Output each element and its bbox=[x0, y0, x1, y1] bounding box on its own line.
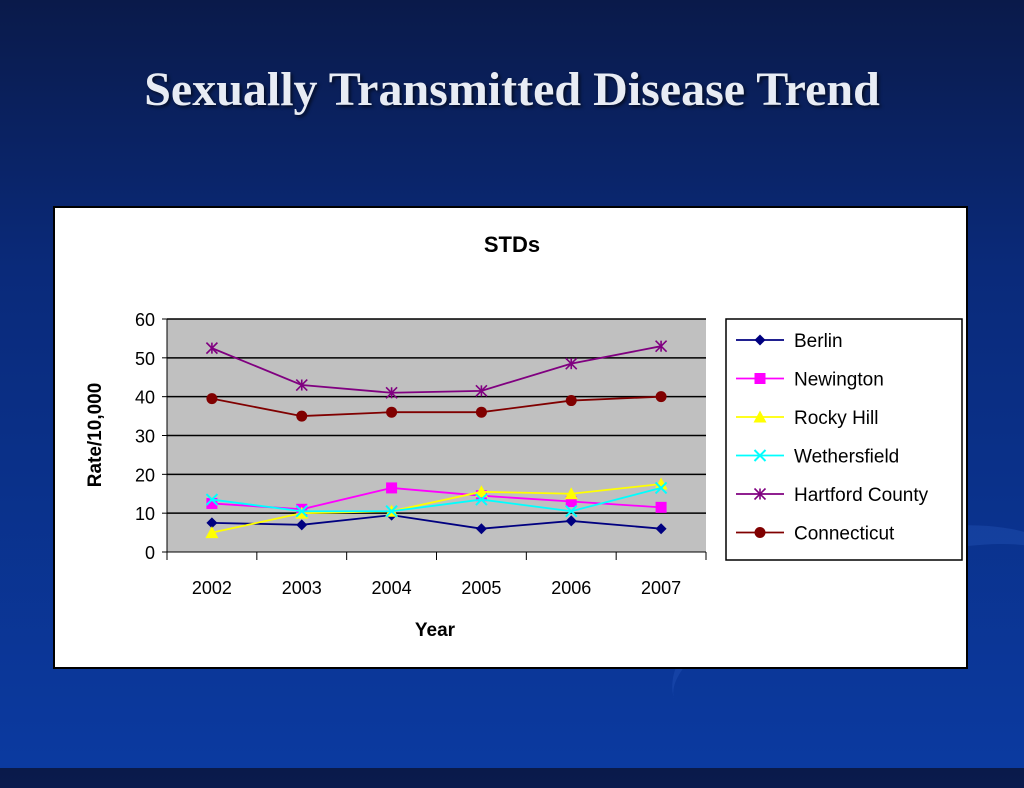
y-tick-label: 0 bbox=[145, 543, 155, 563]
legend-marker bbox=[754, 334, 766, 346]
series-line-wethersfield bbox=[211, 487, 662, 513]
data-point-rocky-hill bbox=[205, 526, 219, 539]
data-point-berlin bbox=[296, 519, 308, 531]
legend: Berlin Newington Rocky Hill Wethersfield Har… bbox=[725, 318, 963, 561]
y-tick-label: 20 bbox=[135, 465, 155, 485]
legend-item-rocky-hill: Rocky Hill bbox=[736, 408, 878, 429]
x-tick-label: 2005 bbox=[461, 578, 501, 598]
legend-marker bbox=[753, 449, 767, 462]
data-point-berlin bbox=[655, 523, 667, 535]
data-point-berlin bbox=[475, 523, 487, 535]
data-point-connecticut bbox=[475, 406, 487, 418]
data-point-hartford-county bbox=[655, 340, 668, 353]
data-point-connecticut bbox=[206, 393, 218, 405]
slide-title: Sexually Transmitted Disease Trend bbox=[144, 63, 880, 116]
legend-box bbox=[725, 318, 963, 561]
data-point-connecticut bbox=[386, 406, 398, 418]
data-point-berlin bbox=[565, 515, 577, 527]
chart-title: STDs bbox=[484, 232, 540, 257]
legend-label: Connecticut bbox=[794, 524, 895, 545]
data-point-wethersfield bbox=[385, 505, 398, 518]
series-line-newington bbox=[211, 487, 662, 511]
legend-marker bbox=[754, 527, 766, 538]
x-tick-label: 2006 bbox=[551, 578, 591, 598]
data-point-newington bbox=[565, 496, 577, 508]
data-point-connecticut bbox=[565, 395, 577, 407]
data-point-connecticut bbox=[296, 410, 308, 422]
y-tick-label: 10 bbox=[135, 504, 155, 524]
series-line-rocky-hill bbox=[211, 483, 662, 534]
y-axis-label: Rate/10,000 bbox=[85, 383, 106, 488]
x-tick-label: 2007 bbox=[641, 578, 681, 598]
data-point-hartford-county bbox=[475, 384, 488, 397]
data-point-wethersfield bbox=[475, 493, 488, 506]
series-berlin bbox=[206, 509, 667, 535]
data-point-newington bbox=[386, 482, 398, 494]
x-tick-label: 2002 bbox=[192, 578, 232, 598]
data-point-berlin bbox=[206, 517, 218, 529]
x-tick-label: 2004 bbox=[372, 578, 412, 598]
legend-item-berlin: Berlin bbox=[736, 331, 843, 352]
legend-item-hartford-county: Hartford County bbox=[736, 485, 929, 506]
data-point-wethersfield bbox=[565, 505, 578, 518]
std-line-chart: STDs 0 10 20 30 40 50 60 2002 2003 2004 2005 2006 20… bbox=[85, 232, 963, 641]
legend-marker bbox=[754, 373, 766, 384]
series-line-berlin bbox=[211, 514, 662, 530]
series-line-connecticut bbox=[211, 395, 662, 417]
legend-label: Wethersfield bbox=[794, 447, 899, 468]
y-tick-label: 30 bbox=[135, 427, 155, 447]
legend-label: Rocky Hill bbox=[794, 408, 878, 429]
data-point-hartford-county bbox=[205, 342, 218, 355]
series-line-hartford-county bbox=[211, 345, 662, 394]
legend-label: Berlin bbox=[794, 331, 843, 352]
data-point-rocky-hill bbox=[654, 477, 668, 490]
y-tick-label: 50 bbox=[135, 349, 155, 369]
data-point-wethersfield bbox=[295, 505, 308, 518]
data-point-connecticut bbox=[655, 391, 667, 403]
data-point-wethersfield bbox=[205, 493, 219, 506]
legend-item-connecticut: Connecticut bbox=[736, 524, 895, 545]
y-tick-label: 60 bbox=[135, 310, 155, 330]
legend-label: Newington bbox=[794, 370, 884, 391]
legend-marker bbox=[753, 410, 767, 423]
data-point-hartford-county bbox=[565, 357, 578, 370]
data-point-newington bbox=[655, 501, 667, 513]
legend-item-newington: Newington bbox=[736, 370, 884, 391]
series-connecticut bbox=[206, 391, 667, 422]
data-point-newington bbox=[206, 497, 218, 509]
data-point-wethersfield bbox=[654, 481, 668, 495]
data-point-hartford-county bbox=[295, 378, 308, 392]
legend-label: Hartford County bbox=[794, 485, 929, 506]
series-wethersfield bbox=[205, 481, 668, 518]
series-hartford-county bbox=[205, 340, 668, 399]
x-axis-label: Year bbox=[415, 620, 456, 641]
data-point-rocky-hill bbox=[474, 485, 488, 498]
y-tick-label: 40 bbox=[135, 388, 155, 408]
legend-item-wethersfield: Wethersfield bbox=[736, 447, 899, 468]
data-point-hartford-county bbox=[385, 386, 398, 399]
legend-marker bbox=[753, 487, 767, 501]
data-point-rocky-hill bbox=[564, 487, 578, 500]
x-tick-label: 2003 bbox=[282, 578, 322, 598]
